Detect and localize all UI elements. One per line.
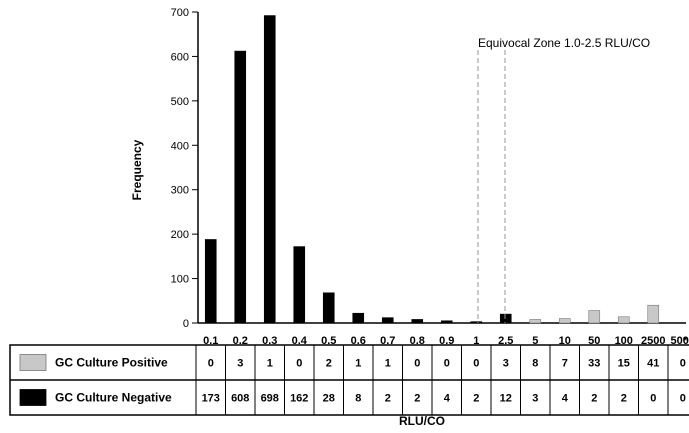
table-cell: 15 (618, 358, 630, 370)
table-cell: 1 (267, 358, 273, 370)
table-cell: 1 (385, 358, 391, 370)
y-ticks: 0 100 200 300 400 500 600 700 (171, 7, 198, 330)
x-tick-label: 0.4 (292, 335, 308, 347)
table-cell: 8 (532, 358, 538, 370)
table-cell: 12 (500, 393, 512, 405)
bar-culture-positive-2500 (647, 304, 660, 324)
bar-culture-positive-10 (558, 318, 571, 324)
y-tick-label: 0 (183, 318, 189, 330)
table-cell: 0 (680, 358, 686, 370)
table-cell: 0 (296, 358, 302, 370)
table-cell: 7 (562, 358, 568, 370)
x-tick-label: 0.1 (203, 335, 218, 347)
x-tick-label: 0.6 (351, 335, 366, 347)
table-cell: 0 (414, 358, 420, 370)
bar-culture-negative-0.6 (352, 312, 365, 324)
x-tick-label: 0.8 (410, 335, 425, 347)
bar-culture-positive-100 (617, 316, 630, 324)
table-cell: 2 (414, 393, 420, 405)
table-cell: 608 (231, 393, 249, 405)
table-cell: 173 (202, 393, 220, 405)
y-tick-label: 200 (171, 229, 189, 241)
table-cell: 3 (532, 393, 538, 405)
table-cell: 28 (323, 393, 335, 405)
x-tick-labels: 0.1 0.2 0.3 0.4 0.5 0.6 0.7 0.8 0.9 1 2.5 5 10 50 100 2… (203, 335, 689, 347)
bar-culture-negative-0.5 (322, 292, 335, 324)
table-cell: 4 (562, 393, 569, 405)
table-cell: 3 (503, 358, 509, 370)
table-cell: 8 (355, 393, 361, 405)
table-cell: 4 (444, 393, 451, 405)
bar-culture-negative-1 (470, 321, 483, 324)
bar-culture-negative-2.5 (499, 313, 512, 324)
bar-culture-negative-0.9 (440, 320, 453, 324)
legend-swatch (19, 389, 47, 406)
table-cell: 0 (680, 393, 686, 405)
table-cell: 0 (444, 358, 450, 370)
x-tick-label: 50 (588, 335, 600, 347)
table-cell: 3 (237, 358, 243, 370)
bar-culture-negative-0.7 (381, 317, 394, 324)
table-cell: 2 (621, 393, 627, 405)
table-cell: 2 (385, 393, 391, 405)
overflow-marker: * (683, 335, 688, 347)
table-cell: 1 (355, 358, 361, 370)
x-tick-label: 2500 (641, 335, 665, 347)
bar-culture-negative-0.1 (204, 239, 217, 324)
x-tick-label: 0.2 (233, 335, 248, 347)
y-tick-label: 600 (171, 51, 189, 63)
bar-culture-negative-0.2 (234, 50, 247, 324)
table-cell: 2 (591, 393, 597, 405)
table-cell: 162 (290, 393, 308, 405)
y-tick-label: 700 (171, 7, 189, 19)
table-cell: 0 (650, 393, 656, 405)
bar-culture-positive-50 (588, 310, 601, 324)
table-cell: 41 (647, 358, 659, 370)
y-tick-label: 300 (171, 185, 189, 197)
legend-label: GC Culture Negative (55, 391, 172, 405)
bar-culture-negative-0.4 (293, 246, 306, 324)
x-tick-label: 10 (559, 335, 571, 347)
table-cell: 0 (208, 358, 214, 370)
y-tick-label: 400 (171, 140, 189, 152)
legend-label: GC Culture Positive (55, 356, 168, 370)
table-cell: 698 (261, 393, 279, 405)
equivocal-zone-label: Equivocal Zone 1.0-2.5 RLU/CO (478, 36, 650, 50)
table-cell: 33 (588, 358, 600, 370)
y-axis-label: Frequency (130, 139, 144, 200)
x-tick-label: 0.5 (321, 335, 336, 347)
x-tick-label: 100 (615, 335, 633, 347)
bar-culture-positive-5 (529, 319, 542, 324)
bar-culture-negative-0.8 (411, 319, 424, 324)
table-cell: 0 (473, 358, 479, 370)
x-tick-label: 2.5 (498, 335, 513, 347)
x-tick-label: 0.3 (262, 335, 277, 347)
bar-culture-negative-0.3 (263, 15, 276, 324)
x-tick-label: 0.7 (380, 335, 395, 347)
x-tick-label: 1 (473, 335, 479, 347)
x-axis-label: RLU/CO (399, 414, 445, 428)
data-table: GC Culture Positive 0 3 1 0 2 1 1 0 0 0 3 8 7 33 15 41 0 G… (9, 344, 689, 416)
table-cell: 2 (473, 393, 479, 405)
x-tick-label: 5 (532, 335, 538, 347)
bars (204, 15, 660, 324)
table-cell: 2 (326, 358, 332, 370)
x-tick-label: 0.9 (439, 335, 454, 347)
y-tick-label: 500 (171, 96, 189, 108)
x-tick-label: 5000 (671, 335, 689, 347)
legend-swatch (19, 354, 47, 371)
y-tick-label: 100 (171, 274, 189, 286)
